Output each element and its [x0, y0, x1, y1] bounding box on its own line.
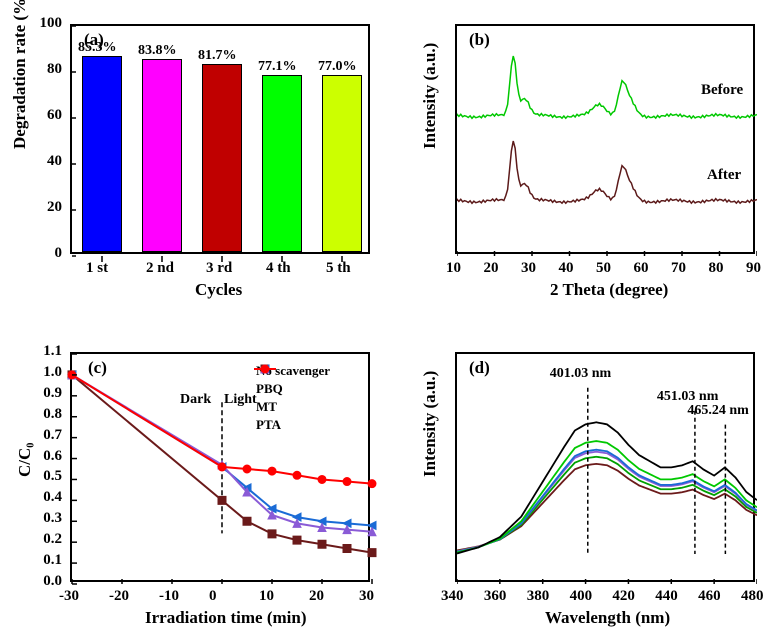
bar	[82, 56, 123, 252]
chart-panel	[455, 24, 755, 254]
bar	[142, 59, 183, 252]
bar	[322, 75, 363, 252]
legend: No scavengerPBQMTPTA	[252, 362, 330, 434]
chart-panel	[455, 352, 755, 582]
figure-multipanel: 02040608010085.3%1 st83.8%2 nd81.7%3 rd7…	[0, 0, 781, 639]
bar	[262, 75, 303, 252]
bar	[202, 64, 243, 252]
